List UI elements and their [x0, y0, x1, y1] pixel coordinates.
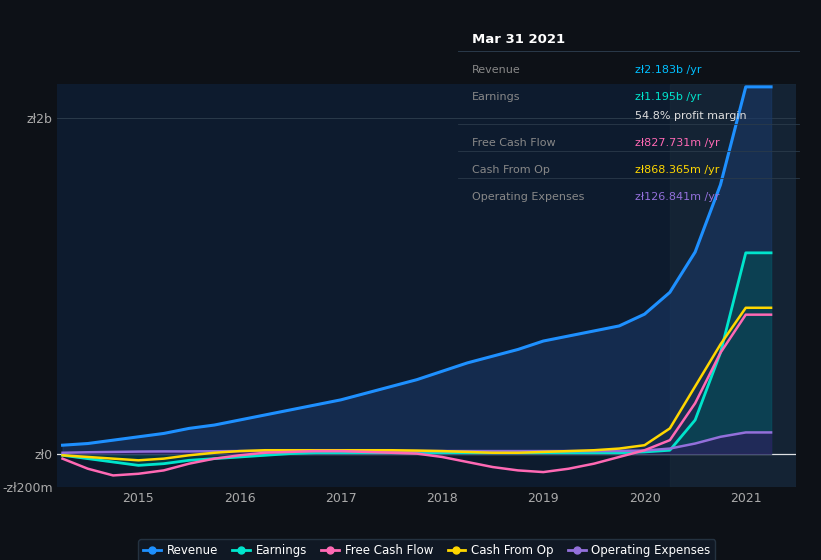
Text: zł827.731m /yr: zł827.731m /yr [635, 138, 720, 148]
Text: zł1.195b /yr: zł1.195b /yr [635, 92, 702, 102]
Text: Cash From Op: Cash From Op [472, 165, 549, 175]
Text: Free Cash Flow: Free Cash Flow [472, 138, 555, 148]
Legend: Revenue, Earnings, Free Cash Flow, Cash From Op, Operating Expenses: Revenue, Earnings, Free Cash Flow, Cash … [139, 539, 715, 560]
Text: Earnings: Earnings [472, 92, 521, 102]
Bar [670, 84, 796, 487]
Text: zł126.841m /yr: zł126.841m /yr [635, 192, 720, 202]
Text: Mar 31 2021: Mar 31 2021 [472, 33, 565, 46]
Text: Operating Expenses: Operating Expenses [472, 192, 584, 202]
Text: 54.8% profit margin: 54.8% profit margin [635, 111, 747, 121]
Text: Revenue: Revenue [472, 65, 521, 75]
Text: zł2.183b /yr: zł2.183b /yr [635, 65, 702, 75]
Text: zł868.365m /yr: zł868.365m /yr [635, 165, 720, 175]
